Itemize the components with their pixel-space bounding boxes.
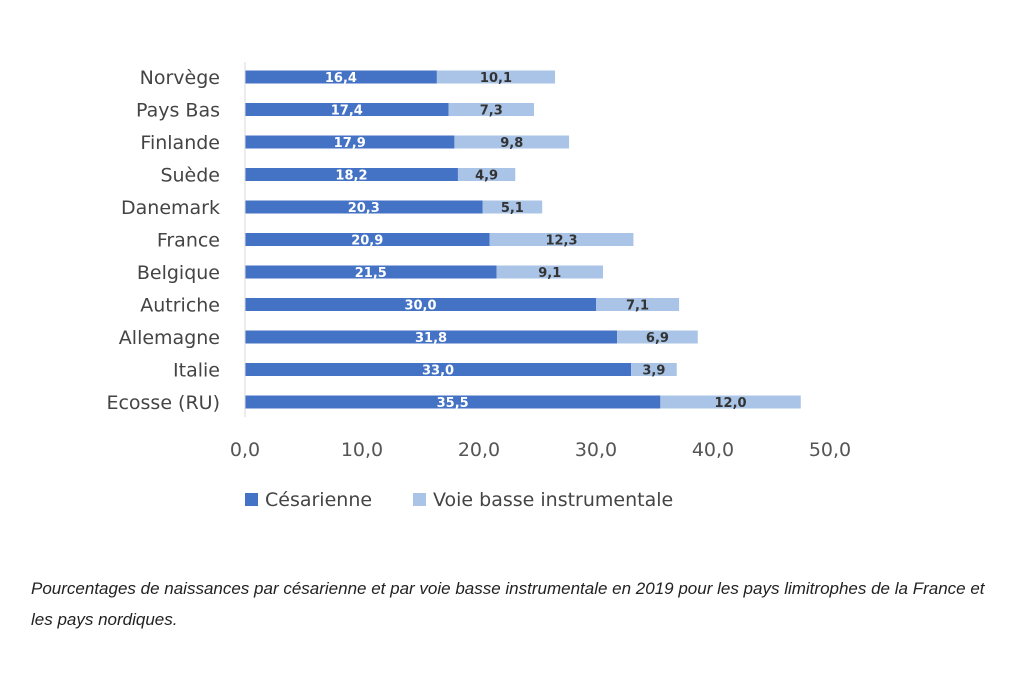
bar-cesarienne [245,168,458,181]
bar-cesarienne [245,70,437,84]
x-tick-label: 30,0 [575,439,617,461]
data-label-voie-basse-instrumentale: 9,1 [538,266,561,281]
bar-voie-basse-instrumentale [448,103,534,116]
legend-label-voie-basse-instrumentale: Voie basse instrumentale [433,489,673,511]
data-label-voie-basse-instrumentale: 3,9 [642,364,665,379]
bar-voie-basse-instrumentale [660,395,801,409]
data-label-cesarienne: 18,2 [335,169,367,184]
figure-caption: Pourcentages de naissances par césarienn… [31,579,985,629]
x-tick-label: 20,0 [458,439,500,461]
bar-cesarienne [245,298,596,311]
category-label: Allemagne [119,327,220,349]
data-label-voie-basse-instrumentale: 9,8 [500,136,523,151]
data-label-voie-basse-instrumentale: 5,1 [501,201,524,216]
category-label: Norvège [140,67,220,89]
data-label-cesarienne: 16,4 [325,71,357,86]
x-tick-label: 50,0 [809,439,851,461]
data-label-voie-basse-instrumentale: 7,3 [480,104,503,119]
bar-voie-basse-instrumentale [454,135,570,149]
data-label-voie-basse-instrumentale: 10,1 [480,71,512,86]
legend-swatch-voie-basse-instrumentale [413,493,426,506]
data-label-cesarienne: 21,5 [355,266,387,281]
data-label-voie-basse-instrumentale: 7,1 [626,299,649,314]
bar-voie-basse-instrumentale [457,168,516,181]
data-label-cesarienne: 20,3 [348,201,380,216]
bar-voie-basse-instrumentale [489,233,634,246]
legend: Césarienne Voie basse instrumentale [245,489,673,511]
data-label-cesarienne: 31,8 [415,331,447,346]
category-label: Ecosse (RU) [106,392,220,414]
category-label: Belgique [137,262,220,284]
bar-voie-basse-instrumentale [496,265,604,279]
data-label-voie-basse-instrumentale: 4,9 [475,169,498,184]
bar-cesarienne [245,363,632,376]
category-label: Autriche [140,295,220,317]
x-axis: 0,0 10,0 20,0 30,0 40,0 50,0 [230,62,851,461]
bar-voie-basse-instrumentale [631,363,677,376]
x-tick-label: 0,0 [230,439,260,461]
bar-cesarienne [245,233,490,246]
data-label-cesarienne: 17,4 [331,104,363,119]
category-label: Pays Bas [136,100,220,122]
bar-cesarienne [245,395,661,409]
bar-cesarienne [245,265,497,279]
category-label: Italie [173,360,220,382]
legend-label-cesarienne: Césarienne [265,489,372,511]
data-label-cesarienne: 33,0 [422,364,454,379]
data-label-voie-basse-instrumentale: 12,0 [715,396,747,411]
data-label-cesarienne: 17,9 [334,136,366,151]
bar-cesarienne [245,200,483,214]
value-labels-layer: 16,4 10,1 17,4 7,3 17,9 9,8 18,2 4,9 20,3 5,1 20,9… [325,71,747,411]
bar-voie-basse-instrumentale [596,298,680,311]
bars-layer [245,70,801,409]
legend-swatch-cesarienne [245,493,258,506]
bar-voie-basse-instrumentale [436,70,556,84]
data-label-cesarienne: 30,0 [404,299,436,314]
bar-voie-basse-instrumentale [482,200,543,214]
bar-cesarienne [245,135,455,149]
data-label-voie-basse-instrumentale: 12,3 [545,234,577,249]
stacked-bar-chart: 16,4 10,1 17,4 7,3 17,9 9,8 18,2 4,9 20,3 5,1 20,9… [106,62,851,511]
category-label: France [157,230,220,252]
data-label-cesarienne: 20,9 [351,234,383,249]
bar-cesarienne [245,103,449,116]
x-tick-label: 10,0 [341,439,383,461]
data-label-cesarienne: 35,5 [437,396,469,411]
bar-cesarienne [245,330,618,344]
category-label: Finlande [140,132,220,154]
x-tick-label: 40,0 [692,439,734,461]
category-label: Suède [160,165,220,187]
category-label: Danemark [121,197,220,219]
category-labels-layer: Norvège Pays Bas Finlande Suède Danemark Fran… [106,67,220,414]
data-label-voie-basse-instrumentale: 6,9 [646,331,669,346]
bar-voie-basse-instrumentale [617,330,698,344]
